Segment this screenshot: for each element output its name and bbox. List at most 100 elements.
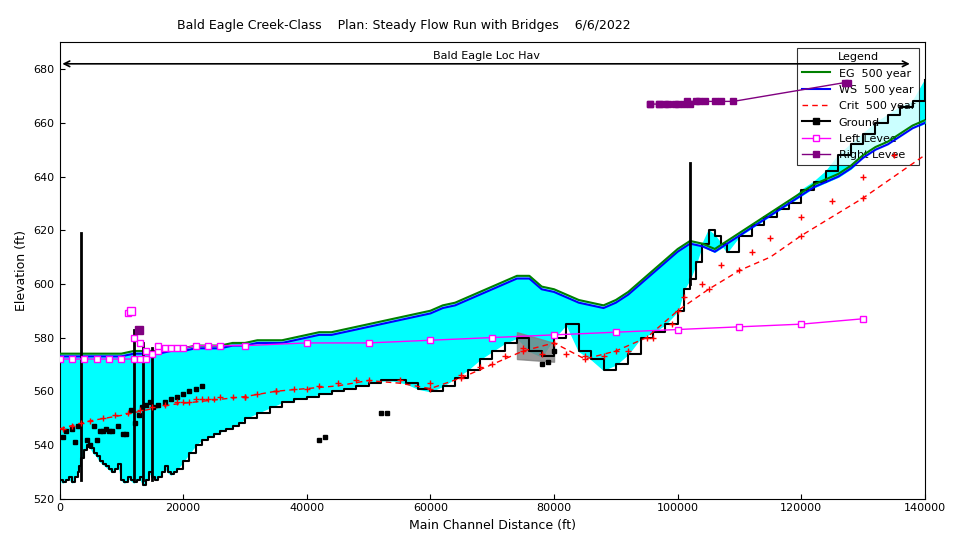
EG  500 year: [919, 117, 930, 124]
Ground: [112, 423, 124, 429]
Right Levee: [672, 101, 683, 107]
Ground: [171, 393, 183, 400]
Ground: [178, 391, 189, 397]
Ground: [57, 434, 68, 440]
WS  500 year: [870, 147, 881, 153]
Crit  500 year: [239, 393, 251, 400]
Left Levee: [159, 345, 170, 352]
EG  500 year: [573, 296, 584, 303]
Crit  500 year: [857, 195, 869, 201]
Ground: [82, 437, 93, 443]
Crit  500 year: [888, 173, 899, 180]
Left Levee: [363, 340, 375, 346]
Ground: [60, 428, 71, 435]
Left Levee: [610, 329, 622, 335]
Crit  500 year: [115, 412, 127, 418]
Right Levee: [839, 79, 850, 86]
Left Levee: [239, 342, 251, 349]
Left Levee: [103, 356, 114, 362]
Left Levee: [796, 321, 807, 328]
Crit  500 year: [165, 401, 177, 408]
Line: Left Levee: Left Levee: [60, 319, 863, 359]
EG  500 year: [375, 318, 386, 325]
Crit  500 year: [85, 417, 96, 424]
Ground: [72, 423, 84, 429]
Ground: [159, 399, 170, 405]
EG  500 year: [301, 331, 312, 338]
Line: EG  500 year: EG 500 year: [60, 120, 924, 354]
Crit  500 year: [919, 152, 930, 158]
Ground: [129, 420, 140, 427]
Ground: [140, 401, 152, 408]
WS  500 year: [79, 353, 90, 359]
Left Levee: [178, 345, 189, 352]
Right Levee: [715, 98, 727, 104]
Line: Right Levee: Right Levee: [650, 83, 845, 104]
Ground: [165, 396, 177, 403]
Ground: [148, 404, 160, 411]
WS  500 year: [301, 334, 312, 341]
Crit  500 year: [765, 254, 776, 260]
Ground: [94, 428, 106, 435]
Crit  500 year: [517, 348, 529, 354]
Left Levee: [54, 356, 65, 362]
Line: Crit  500 year: Crit 500 year: [60, 155, 924, 429]
Crit  500 year: [189, 399, 201, 405]
Ground: [100, 426, 111, 432]
Ground: [184, 388, 195, 394]
Left Levee: [301, 340, 312, 346]
Ground: [136, 404, 148, 411]
Left Levee: [140, 356, 152, 362]
EG  500 year: [474, 289, 485, 295]
Crit  500 year: [610, 348, 622, 354]
WS  500 year: [919, 120, 930, 126]
Left Levee: [165, 345, 177, 352]
Right Levee: [700, 98, 711, 104]
Left Levee: [91, 356, 103, 362]
Crit  500 year: [425, 385, 436, 392]
Left Levee: [734, 323, 746, 330]
Crit  500 year: [214, 396, 226, 403]
Left Levee: [425, 337, 436, 344]
Crit  500 year: [270, 388, 282, 394]
Crit  500 year: [672, 307, 683, 314]
Left Levee: [146, 351, 158, 357]
X-axis label: Main Channel Distance (ft): Main Channel Distance (ft): [408, 519, 576, 532]
Right Levee: [644, 101, 655, 107]
Text: Bald Eagle Creek-Class    Plan: Steady Flow Run with Bridges    6/6/2022: Bald Eagle Creek-Class Plan: Steady Flow…: [177, 19, 630, 32]
Left Levee: [214, 342, 226, 349]
Right Levee: [663, 101, 675, 107]
Y-axis label: Elevation (ft): Elevation (ft): [15, 230, 28, 311]
Left Levee: [115, 356, 127, 362]
Left Levee: [549, 331, 560, 338]
Crit  500 year: [332, 382, 343, 389]
Ground: [125, 407, 136, 414]
Left Levee: [128, 356, 139, 362]
WS  500 year: [474, 292, 485, 298]
Left Levee: [486, 334, 498, 341]
Left Levee: [66, 356, 78, 362]
Crit  500 year: [702, 286, 714, 293]
Crit  500 year: [549, 340, 560, 346]
Crit  500 year: [579, 356, 591, 362]
Ground: [196, 382, 208, 389]
WS  500 year: [573, 299, 584, 306]
EG  500 year: [870, 144, 881, 150]
Line: Ground: Ground: [61, 384, 204, 441]
WS  500 year: [54, 353, 65, 359]
Crit  500 year: [363, 377, 375, 384]
Crit  500 year: [140, 407, 152, 414]
Ground: [189, 385, 201, 392]
Left Levee: [672, 326, 683, 333]
Crit  500 year: [456, 375, 467, 381]
EG  500 year: [54, 351, 65, 357]
Legend: EG  500 year, WS  500 year, Crit  500 year, Ground, Left Levee, Right Levee: EG 500 year, WS 500 year, Crit 500 year,…: [798, 48, 920, 165]
Line: WS  500 year: WS 500 year: [60, 123, 924, 356]
Right Levee: [681, 98, 693, 104]
Ground: [107, 428, 118, 435]
Right Levee: [690, 98, 702, 104]
Crit  500 year: [796, 232, 807, 239]
Right Levee: [653, 101, 665, 107]
Crit  500 year: [486, 361, 498, 368]
WS  500 year: [375, 321, 386, 328]
